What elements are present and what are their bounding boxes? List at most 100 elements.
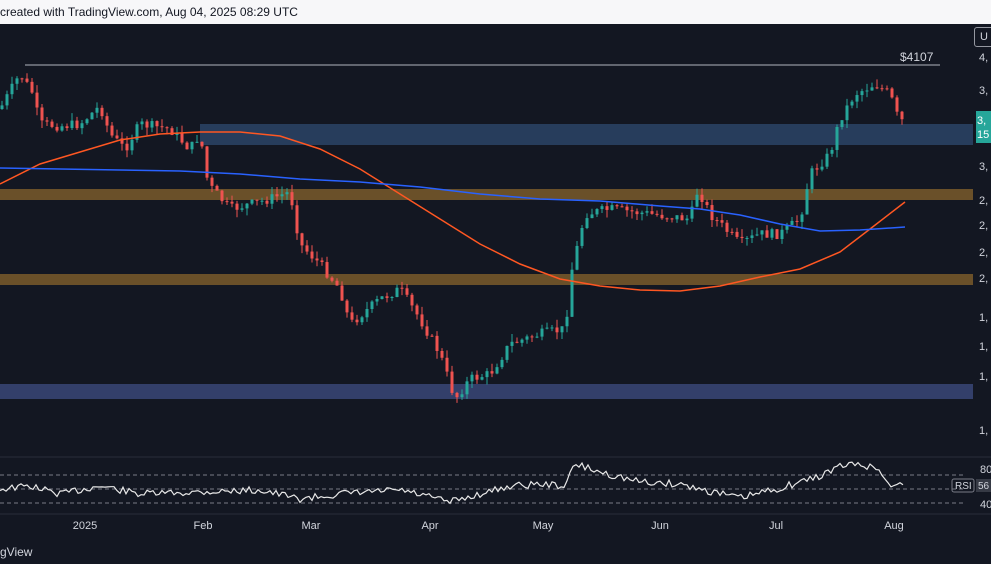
candle-body bbox=[775, 229, 779, 239]
candle-body bbox=[240, 208, 244, 210]
y-tick-label: 2, bbox=[979, 247, 988, 259]
candle-body bbox=[705, 201, 709, 206]
candle-body bbox=[220, 190, 224, 202]
candle-body bbox=[695, 194, 699, 207]
candle-body bbox=[150, 121, 154, 128]
candle-body bbox=[900, 111, 904, 120]
annotations-layer: $4107 3, 15 bbox=[25, 50, 991, 143]
candle-body bbox=[840, 120, 844, 127]
candle-body bbox=[895, 97, 899, 112]
ma-blue-line bbox=[0, 167, 906, 232]
rsi-pane: 80 40 RSI 56 bbox=[0, 456, 991, 511]
candle-body bbox=[720, 220, 724, 223]
y-tick-label: 3, bbox=[979, 161, 988, 173]
candle-body bbox=[715, 220, 719, 222]
candle-body bbox=[800, 214, 804, 222]
candle-body bbox=[260, 200, 264, 202]
y-tick-label: 3, bbox=[979, 85, 988, 97]
candle-body bbox=[680, 215, 684, 221]
candle-body bbox=[135, 124, 139, 140]
candle-body bbox=[745, 237, 749, 239]
y-tick-label: 2, bbox=[979, 220, 988, 232]
candle-body bbox=[785, 224, 789, 230]
candle-body bbox=[335, 280, 339, 286]
candle-body bbox=[635, 211, 639, 215]
candle-body bbox=[255, 199, 259, 201]
candle-body bbox=[650, 211, 654, 214]
candle-body bbox=[155, 121, 159, 127]
candle-body bbox=[270, 194, 274, 204]
candle-body bbox=[145, 121, 149, 128]
candle-body bbox=[340, 285, 344, 301]
candle-body bbox=[875, 87, 879, 89]
y-tick-label: 1, bbox=[979, 425, 988, 437]
candle-body bbox=[120, 138, 124, 144]
x-tick-label: Aug bbox=[884, 520, 904, 532]
price-chart[interactable]: $4107 3, 15 4, 3, 3, 2, 2, 2, 2, 1, 1, 1, 1, 80 40… bbox=[0, 24, 991, 540]
candle-body bbox=[495, 367, 499, 374]
y-tick-label: 1, bbox=[979, 312, 988, 324]
candle-body bbox=[235, 203, 239, 210]
candle-body bbox=[630, 210, 634, 212]
candle-body bbox=[870, 87, 874, 91]
candle-body bbox=[200, 141, 204, 147]
candle-body bbox=[390, 297, 394, 299]
candle-body bbox=[40, 107, 44, 121]
scale-mode-button[interactable]: U bbox=[974, 27, 991, 47]
candle-body bbox=[5, 94, 9, 106]
candle-body bbox=[295, 205, 299, 234]
candle-body bbox=[365, 309, 369, 318]
candle-body bbox=[850, 101, 854, 106]
candle-body bbox=[515, 341, 519, 343]
candle-body bbox=[210, 177, 214, 186]
candle-body bbox=[805, 189, 809, 215]
rsi-value-label: 56 bbox=[978, 481, 990, 492]
candle-body bbox=[540, 328, 544, 337]
candle-body bbox=[405, 288, 409, 295]
candle-body bbox=[765, 230, 769, 238]
rsi-badge-label: RSI bbox=[955, 481, 972, 492]
candle-body bbox=[535, 336, 539, 338]
y-tick-label: 1, bbox=[979, 371, 988, 383]
candle-body bbox=[325, 262, 329, 278]
y-tick-label: 1, bbox=[979, 341, 988, 353]
x-tick-label: Mar bbox=[302, 520, 321, 532]
candle-body bbox=[35, 92, 39, 108]
candle-body bbox=[100, 107, 104, 117]
candle-body bbox=[140, 121, 144, 125]
candle-body bbox=[285, 192, 289, 195]
candle-body bbox=[130, 139, 134, 151]
x-tick-label: Feb bbox=[194, 520, 213, 532]
rsi-level-40-label: 40 bbox=[980, 499, 991, 511]
candle-body bbox=[815, 168, 819, 170]
candle-body bbox=[860, 91, 864, 96]
candle-body bbox=[305, 245, 309, 252]
candle-body bbox=[555, 327, 559, 333]
candle-body bbox=[70, 120, 74, 129]
candle-body bbox=[75, 120, 79, 129]
candle-body bbox=[160, 126, 164, 128]
candle-body bbox=[45, 120, 49, 122]
candle-body bbox=[620, 206, 624, 208]
candle-body bbox=[730, 231, 734, 233]
candle-body bbox=[465, 381, 469, 395]
candle-body bbox=[795, 220, 799, 222]
candle-body bbox=[440, 350, 444, 358]
candle-body bbox=[30, 81, 34, 93]
candle-body bbox=[90, 112, 94, 120]
candle-body bbox=[80, 123, 84, 129]
candle-body bbox=[520, 339, 524, 343]
x-axis: 2025 Feb Mar Apr May Jun Jul Aug bbox=[0, 513, 991, 532]
moving-averages-layer bbox=[0, 131, 906, 292]
brand-text: gView bbox=[0, 545, 33, 559]
candle-body bbox=[300, 233, 304, 246]
candle-body bbox=[310, 251, 314, 259]
candle-body bbox=[250, 199, 254, 204]
candle-body bbox=[315, 258, 319, 261]
candle-body bbox=[10, 83, 14, 95]
candle-body bbox=[560, 326, 564, 333]
current-price-label: 3, bbox=[977, 115, 986, 127]
candle-body bbox=[415, 305, 419, 315]
candle-body bbox=[600, 206, 604, 210]
candle-body bbox=[525, 336, 529, 340]
